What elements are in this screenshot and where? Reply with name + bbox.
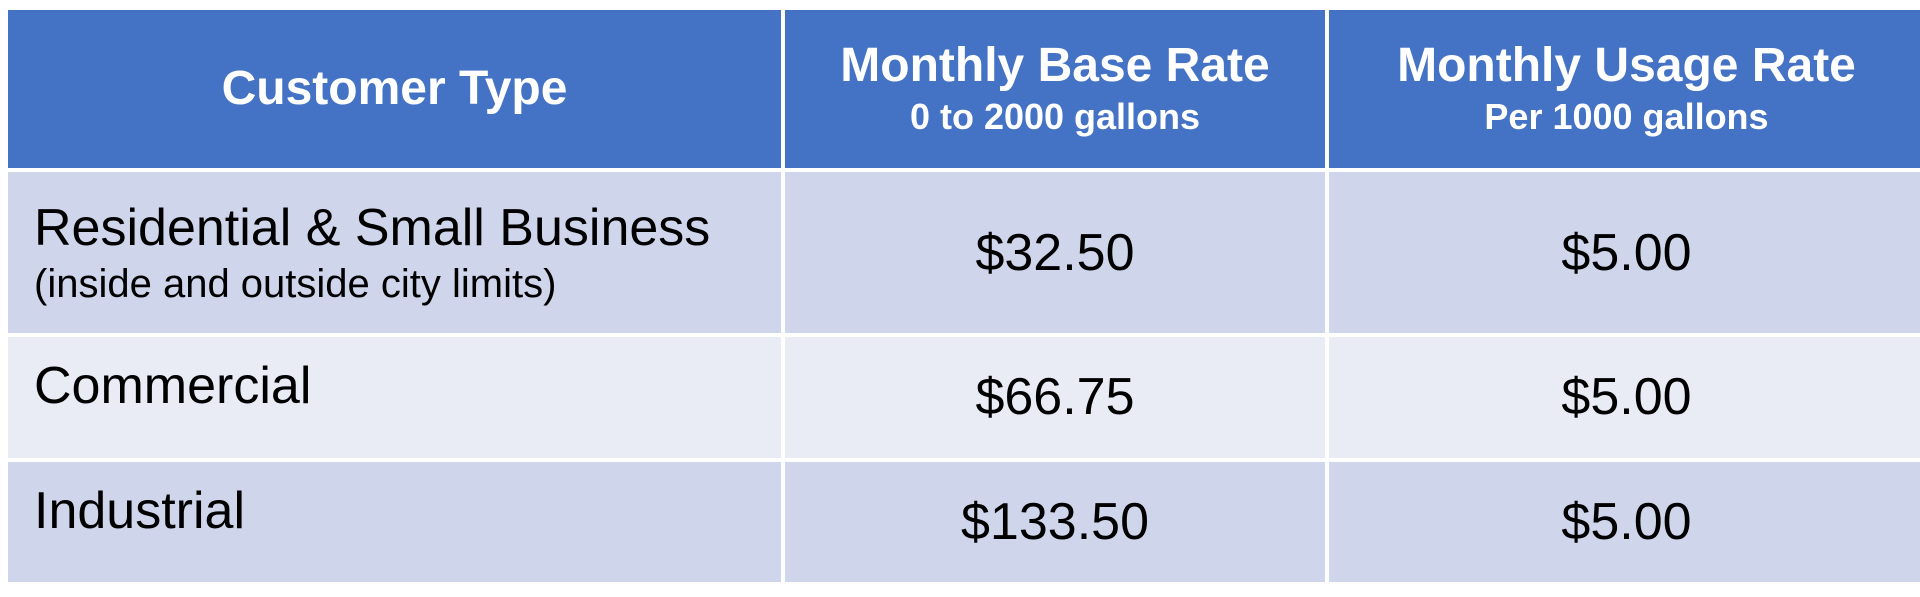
usage-rate-cell: $5.00 (1329, 172, 1920, 334)
customer-type-name: Industrial (34, 481, 245, 540)
base-rate-cell: $32.50 (785, 172, 1325, 334)
customer-type-cell: Residential & Small Business (inside and… (8, 172, 781, 334)
header-usage-rate: Monthly Usage Rate Per 1000 gallons (1329, 10, 1920, 168)
rate-table-container: Customer Type Monthly Base Rate 0 to 200… (4, 6, 1920, 586)
base-rate-cell: $133.50 (785, 461, 1325, 582)
table-row: Industrial $133.50 $5.00 (8, 461, 1920, 582)
header-base-rate: Monthly Base Rate 0 to 2000 gallons (785, 10, 1325, 168)
header-title: Monthly Base Rate (840, 39, 1270, 92)
customer-type-name: Residential & Small Business (34, 198, 711, 257)
header-subtitle: 0 to 2000 gallons (909, 96, 1201, 137)
header-subtitle: Per 1000 gallons (1484, 96, 1769, 137)
header-title: Customer Type (221, 62, 568, 115)
usage-rate-cell: $5.00 (1329, 461, 1920, 582)
customer-type-cell: Industrial (8, 461, 781, 582)
header-row: Customer Type Monthly Base Rate 0 to 200… (8, 10, 1920, 168)
customer-type-name: Commercial (34, 357, 312, 416)
customer-type-note: (inside and outside city limits) (34, 261, 557, 306)
header-customer-type: Customer Type (8, 10, 781, 168)
table-row: Commercial $66.75 $5.00 (8, 337, 1920, 458)
water-rate-table: Customer Type Monthly Base Rate 0 to 200… (4, 6, 1920, 586)
usage-rate-cell: $5.00 (1329, 337, 1920, 458)
header-title: Monthly Usage Rate (1397, 39, 1856, 92)
table-row: Residential & Small Business (inside and… (8, 172, 1920, 334)
base-rate-cell: $66.75 (785, 337, 1325, 458)
customer-type-cell: Commercial (8, 337, 781, 458)
